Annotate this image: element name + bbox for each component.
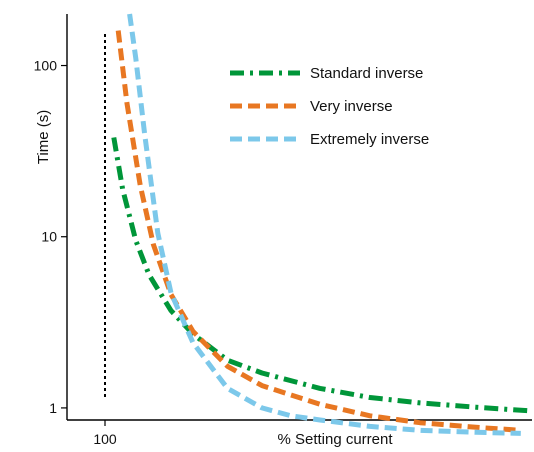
chart-axes: 1 10 100 100 % Setting current Time (s) — [34, 14, 532, 448]
legend-label: Standard inverse — [310, 65, 423, 82]
y-tick-label: 1 — [49, 400, 57, 416]
y-tick-label: 100 — [34, 58, 58, 74]
legend-label: Extremely inverse — [310, 131, 429, 148]
series-line-very-inverse — [115, 30, 521, 433]
x-axis-title: % Setting current — [277, 431, 393, 448]
chart-legend: Standard inverse Very inverse Extremely in… — [230, 65, 429, 148]
series-layer — [111, 13, 533, 436]
x-tick-label: 100 — [93, 431, 117, 447]
y-tick-label: 10 — [41, 229, 57, 245]
y-axis-title: Time (s) — [35, 110, 52, 164]
series-line-standard-inverse — [111, 137, 533, 414]
legend-label: Very inverse — [310, 98, 393, 115]
series-line-extremely-inverse — [127, 13, 521, 436]
